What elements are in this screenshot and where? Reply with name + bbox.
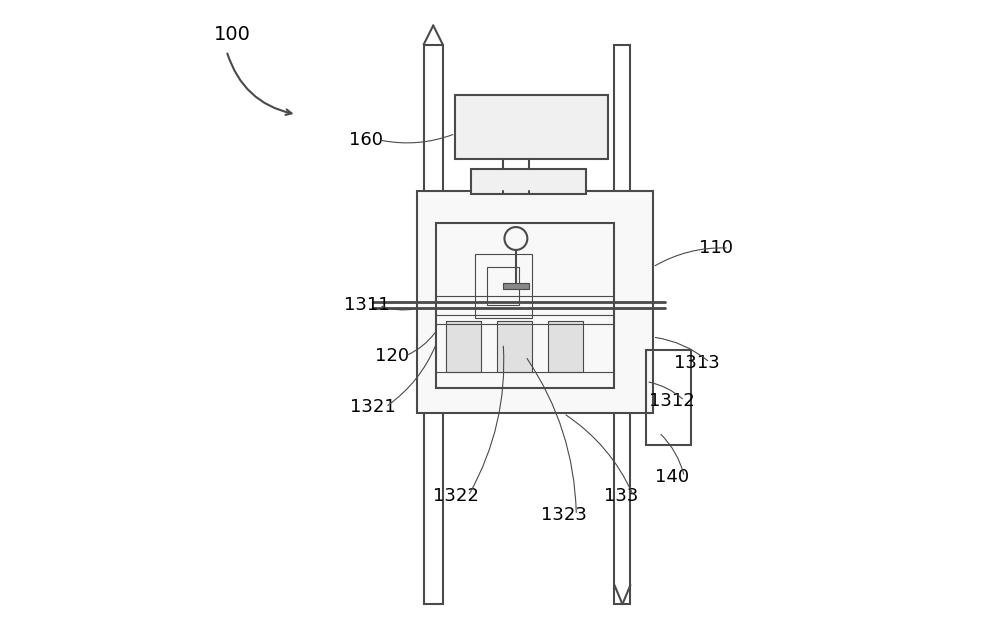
Text: 110: 110 — [699, 239, 733, 257]
Bar — [548, 321, 583, 372]
Text: 1311: 1311 — [344, 296, 389, 314]
Text: 140: 140 — [655, 468, 689, 486]
Text: 1323: 1323 — [541, 506, 587, 524]
Bar — [455, 95, 608, 159]
Text: 1313: 1313 — [674, 354, 720, 371]
Bar — [417, 191, 653, 413]
Text: 160: 160 — [349, 131, 383, 149]
Bar — [497, 321, 532, 372]
Bar — [646, 350, 691, 445]
Text: 1321: 1321 — [350, 398, 396, 416]
Bar — [436, 223, 614, 388]
Bar — [446, 321, 481, 372]
Text: 100: 100 — [214, 25, 251, 45]
Bar — [471, 169, 586, 194]
Text: 1322: 1322 — [433, 487, 478, 505]
Bar — [487, 267, 519, 305]
Text: 133: 133 — [604, 487, 638, 505]
Text: 1312: 1312 — [649, 392, 695, 410]
Bar — [424, 45, 443, 604]
Bar — [503, 283, 529, 289]
Bar — [475, 254, 532, 318]
Bar — [614, 45, 630, 604]
Text: 120: 120 — [375, 347, 409, 365]
